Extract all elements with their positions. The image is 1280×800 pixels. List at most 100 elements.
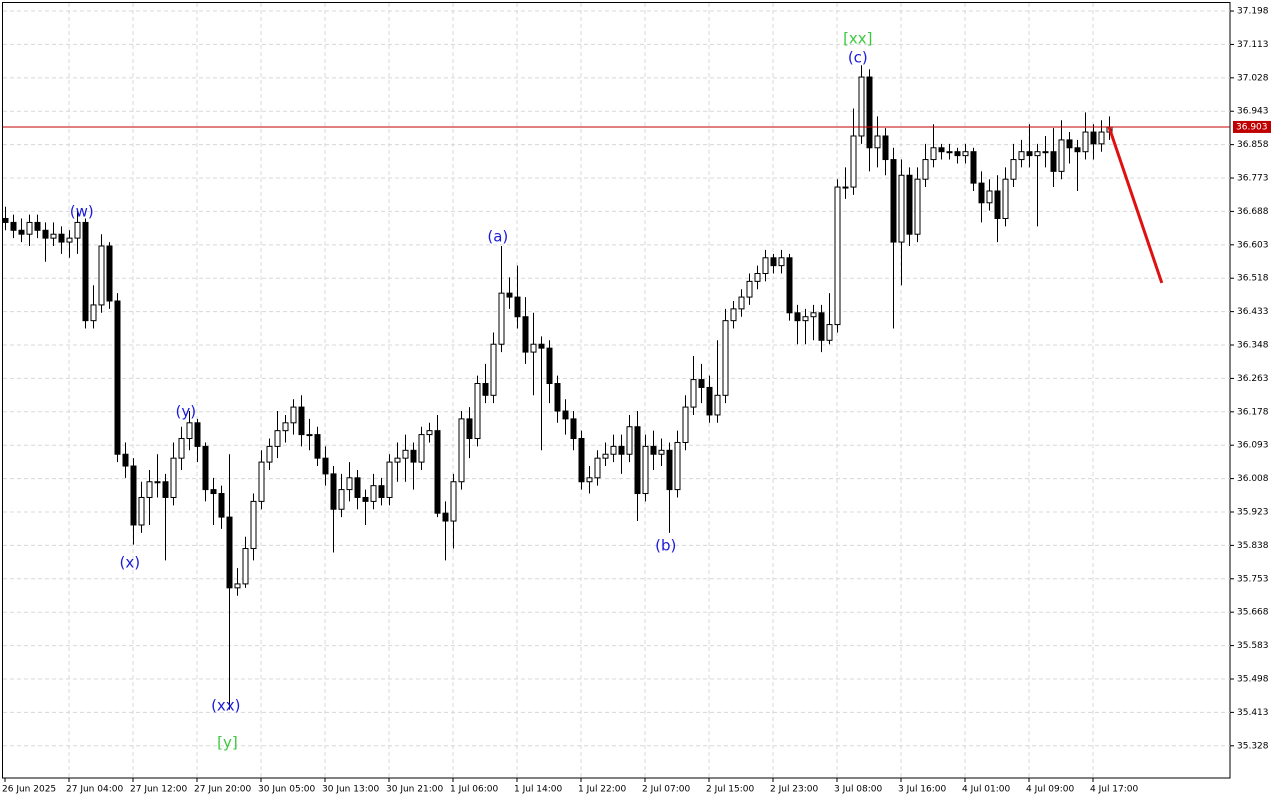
candle-body (2, 217, 9, 223)
candle-body (506, 292, 513, 298)
candle-body (34, 221, 41, 231)
candle-body (482, 383, 489, 396)
candle-body (826, 324, 833, 341)
candle-body (1074, 147, 1081, 153)
y-tick-label: 36.093 (1237, 441, 1269, 451)
candle-body (906, 174, 913, 235)
candle-body (434, 430, 441, 514)
candle-body (970, 151, 977, 184)
candle-body (322, 457, 329, 475)
candle-body (938, 147, 945, 153)
candle-body (962, 151, 969, 157)
candle-body (538, 343, 545, 349)
candle-body (770, 257, 777, 267)
candle-body (170, 457, 177, 498)
candle-body (394, 457, 401, 463)
candle-body (466, 418, 473, 440)
x-tick-label: 3 Jul 08:00 (834, 785, 883, 795)
y-tick-label: 35.328 (1237, 741, 1269, 751)
candle-body (114, 300, 121, 455)
x-tick-label: 1 Jul 22:00 (578, 785, 627, 795)
candle-body (898, 174, 905, 243)
candle-body (402, 449, 409, 459)
candle-body (242, 548, 249, 585)
candle-body (122, 453, 129, 467)
wave-label: (y) (176, 403, 197, 421)
x-tick-label: 2 Jul 07:00 (642, 785, 691, 795)
candle-body (58, 233, 65, 243)
candle-body (682, 406, 689, 443)
candle-body (794, 312, 801, 322)
wave-label: (a) (487, 227, 508, 245)
candle-body (858, 76, 865, 137)
candle-body (82, 221, 89, 322)
x-tick-label: 30 Jun 05:00 (258, 785, 315, 795)
candle-body (26, 221, 33, 235)
candle-body (530, 343, 537, 353)
candle-body (186, 422, 193, 440)
candle-body (450, 481, 457, 522)
x-tick-label: 27 Jun 12:00 (130, 785, 187, 795)
candle-body (618, 445, 625, 455)
candle-body (626, 426, 633, 455)
candle-body (994, 190, 1001, 219)
y-tick-label: 35.923 (1237, 507, 1269, 517)
candle-body (194, 422, 201, 447)
y-tick-label: 35.498 (1237, 674, 1269, 684)
candle-body (522, 316, 529, 353)
candle-body (946, 151, 953, 154)
candle-body (850, 135, 857, 188)
candle-body (666, 449, 673, 491)
candle-body (138, 496, 145, 526)
candle-body (674, 441, 681, 491)
candle-body (42, 229, 49, 239)
x-tick-label: 27 Jun 04:00 (66, 785, 123, 795)
candle-body (778, 257, 785, 267)
candle-body (98, 245, 105, 306)
plot-frame (2, 2, 1231, 779)
candle-body (354, 477, 361, 498)
candle-body (10, 221, 17, 231)
candle-body (562, 410, 569, 420)
x-tick-label: 3 Jul 16:00 (898, 785, 947, 795)
candle-body (74, 221, 81, 239)
candle-body (890, 159, 897, 243)
candle-body (66, 237, 73, 243)
wave-label: (xx) (211, 697, 240, 715)
candle-body (1090, 131, 1097, 145)
candle-body (378, 485, 385, 498)
candle-body (1002, 178, 1009, 219)
candle-body (474, 383, 481, 440)
candle-body (570, 418, 577, 440)
candle-body (226, 516, 233, 589)
candle-body (314, 434, 321, 459)
candle-body (154, 481, 161, 484)
candle-body (346, 477, 353, 491)
candle-body (722, 320, 729, 396)
candle-body (202, 445, 209, 491)
candle-body (178, 438, 185, 459)
candle-body (866, 76, 873, 149)
candle-body (290, 406, 297, 424)
x-tick-label: 1 Jul 06:00 (450, 785, 499, 795)
candle-body (578, 438, 585, 483)
y-tick-label: 36.433 (1237, 307, 1269, 317)
candle-body (922, 159, 929, 180)
candle-body (874, 135, 881, 149)
y-tick-label: 37.028 (1237, 73, 1269, 83)
candle-body (690, 379, 697, 408)
candle-body (586, 477, 593, 483)
y-tick-label: 36.773 (1237, 174, 1269, 184)
candle-body (730, 308, 737, 322)
candle-body (234, 583, 241, 589)
candle-body (330, 473, 337, 510)
y-tick-label: 35.583 (1237, 641, 1269, 651)
x-tick-label: 2 Jul 15:00 (706, 785, 755, 795)
candle-body (930, 147, 937, 161)
x-tick-label: 2 Jul 23:00 (770, 785, 819, 795)
y-tick-label: 36.008 (1237, 474, 1269, 484)
x-tick-label: 4 Jul 09:00 (1026, 785, 1075, 795)
candle-body (490, 343, 497, 396)
candle-body (218, 493, 225, 518)
